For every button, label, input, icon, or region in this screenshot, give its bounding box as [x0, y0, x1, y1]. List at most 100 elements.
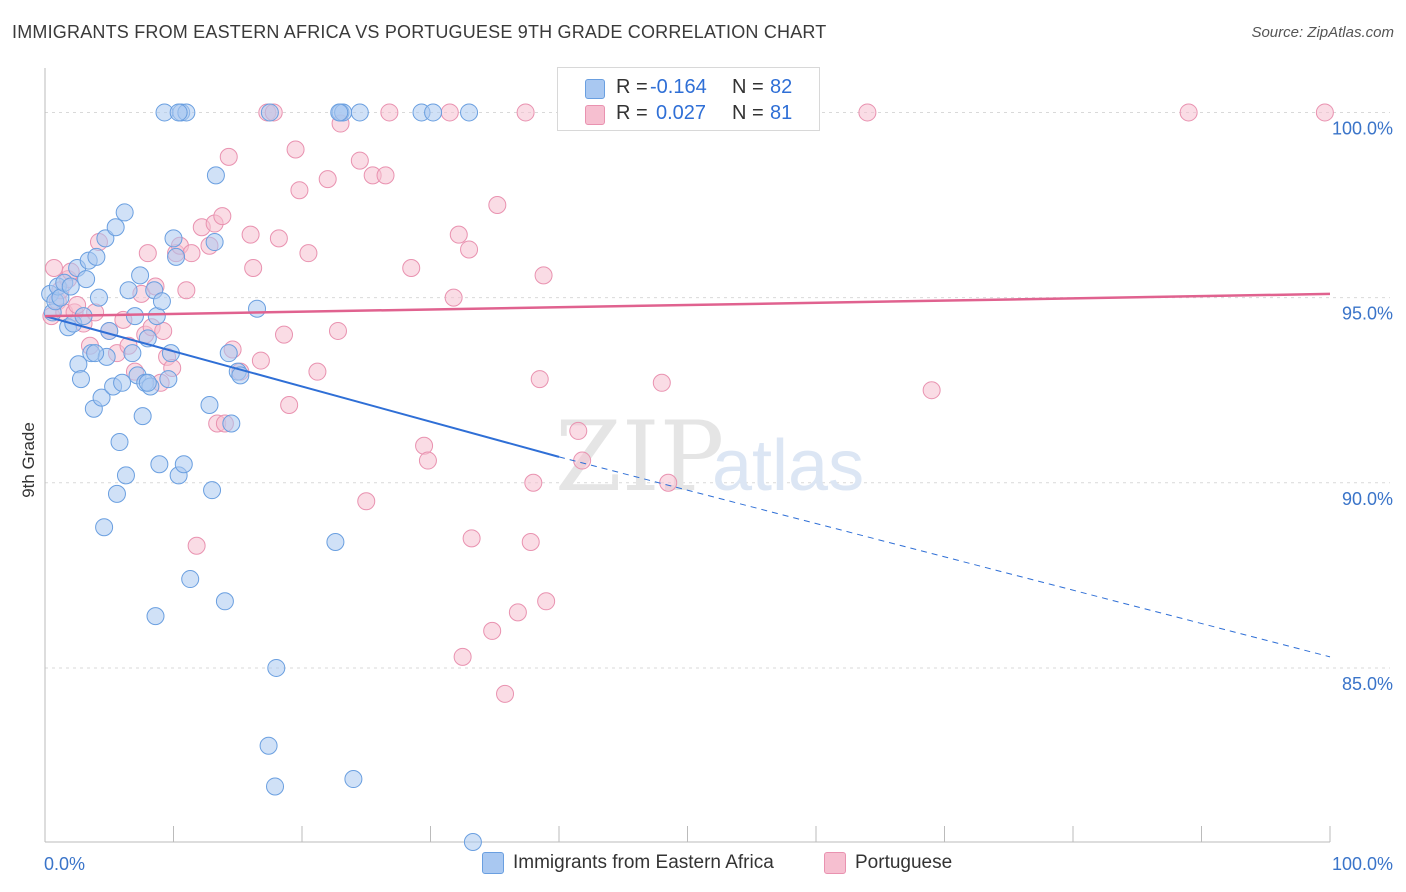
eastern-africa-point [169, 103, 188, 122]
eastern-africa-point [167, 247, 186, 266]
eastern-africa-point [350, 103, 369, 122]
y-tick-label: 100.0% [1332, 118, 1393, 138]
portuguese-point [328, 321, 347, 340]
eastern-africa-point [138, 373, 157, 392]
eastern-africa-point [205, 233, 224, 252]
legend-n-value: 82 [770, 76, 793, 98]
legend-label-eastern-africa: Immigrants from Eastern Africa [513, 852, 774, 873]
y-tick-label: 85.0% [1342, 674, 1393, 694]
eastern-africa-point [424, 103, 443, 122]
portuguese-point [299, 244, 318, 263]
portuguese-point [244, 258, 263, 277]
portuguese-point [286, 140, 305, 159]
eastern-africa-point [119, 281, 138, 300]
eastern-africa-point [115, 203, 134, 222]
portuguese-point [524, 473, 543, 492]
eastern-africa-point [164, 229, 183, 248]
legend-r-value: 0.027 [656, 102, 707, 124]
portuguese-point [521, 533, 540, 552]
eastern-africa-point [96, 229, 115, 248]
grid-lines [45, 111, 1390, 669]
eastern-africa-point [460, 103, 479, 122]
eastern-africa-point [152, 292, 171, 311]
portuguese-point [534, 266, 553, 285]
eastern-africa-point [266, 777, 285, 796]
portuguese-point [138, 244, 157, 263]
portuguese-point [251, 351, 270, 370]
legend-row-eastern-africa: R = -0.164 N = 82 [558, 76, 819, 102]
legend-r-label: R = [616, 76, 648, 98]
portuguese-point [290, 181, 309, 200]
eastern-africa-point [71, 370, 90, 389]
portuguese-point [444, 288, 463, 307]
portuguese-point [280, 396, 299, 415]
portuguese-point [269, 229, 288, 248]
portuguese-point [187, 536, 206, 555]
portuguese-point [418, 451, 437, 470]
tick-labels: 85.0% 90.0% 95.0% 100.0% 0.0% 100.0% [44, 118, 1393, 874]
portuguese-point [350, 151, 369, 170]
eastern-africa-point [200, 396, 219, 415]
portuguese-point [449, 225, 468, 244]
eastern-africa-point [116, 466, 135, 485]
portuguese-point [402, 258, 421, 277]
portuguese-point [376, 166, 395, 185]
portuguese-point [308, 362, 327, 381]
eastern-africa-point [61, 277, 80, 296]
eastern-africa-point [110, 433, 129, 452]
series-eastern-africa-points [41, 103, 482, 851]
legend-swatch-pink [585, 105, 605, 125]
portuguese-point [483, 621, 502, 640]
portuguese-point [275, 325, 294, 344]
portuguese-point [380, 103, 399, 122]
portuguese-point [652, 373, 671, 392]
legend-swatch-eastern-africa [482, 852, 504, 874]
portuguese-point [44, 258, 63, 277]
eastern-africa-point [222, 414, 241, 433]
portuguese-point [858, 103, 877, 122]
portuguese-point [537, 592, 556, 611]
portuguese-point [460, 240, 479, 259]
portuguese-point [462, 529, 481, 548]
portuguese-point [177, 281, 196, 300]
trend-lines [44, 292, 1331, 658]
correlation-legend: R = -0.164 N = 82 R = 0.027 N = 81 [557, 67, 820, 131]
eastern-africa-point [150, 455, 169, 474]
eastern-africa-point [344, 770, 363, 789]
eastern-africa-point [248, 299, 267, 318]
eastern-africa-point [330, 103, 349, 122]
eastern-africa-point [113, 373, 132, 392]
eastern-africa-trend-solid [44, 315, 560, 458]
portuguese-point [182, 244, 201, 263]
eastern-africa-point [125, 307, 144, 326]
portuguese-point [530, 370, 549, 389]
eastern-africa-point [107, 484, 126, 503]
portuguese-point [508, 603, 527, 622]
portuguese-trend [44, 292, 1331, 318]
y-axis-label: 9th Grade [19, 422, 38, 498]
legend-swatch-portuguese [824, 852, 846, 874]
eastern-africa-point [95, 518, 114, 537]
axes [44, 68, 1331, 843]
eastern-africa-point [89, 288, 108, 307]
eastern-africa-point [219, 344, 238, 363]
portuguese-point [659, 473, 678, 492]
portuguese-point [415, 436, 434, 455]
eastern-africa-point [215, 592, 234, 611]
eastern-africa-point [174, 455, 193, 474]
portuguese-point [496, 684, 515, 703]
x-tick-label-max: 100.0% [1332, 854, 1393, 874]
eastern-africa-point [181, 570, 200, 589]
portuguese-point [357, 492, 376, 511]
portuguese-point [922, 381, 941, 400]
portuguese-point [318, 170, 337, 189]
y-tick-label: 95.0% [1342, 304, 1393, 324]
eastern-africa-point [86, 344, 105, 363]
eastern-africa-point [267, 658, 286, 677]
legend-swatch-blue [585, 79, 605, 99]
portuguese-point [488, 196, 507, 215]
legend-r-value: -0.164 [650, 76, 707, 98]
chart-title: IMMIGRANTS FROM EASTERN AFRICA VS PORTUG… [12, 22, 827, 42]
eastern-africa-point [100, 321, 119, 340]
portuguese-point [1179, 103, 1198, 122]
